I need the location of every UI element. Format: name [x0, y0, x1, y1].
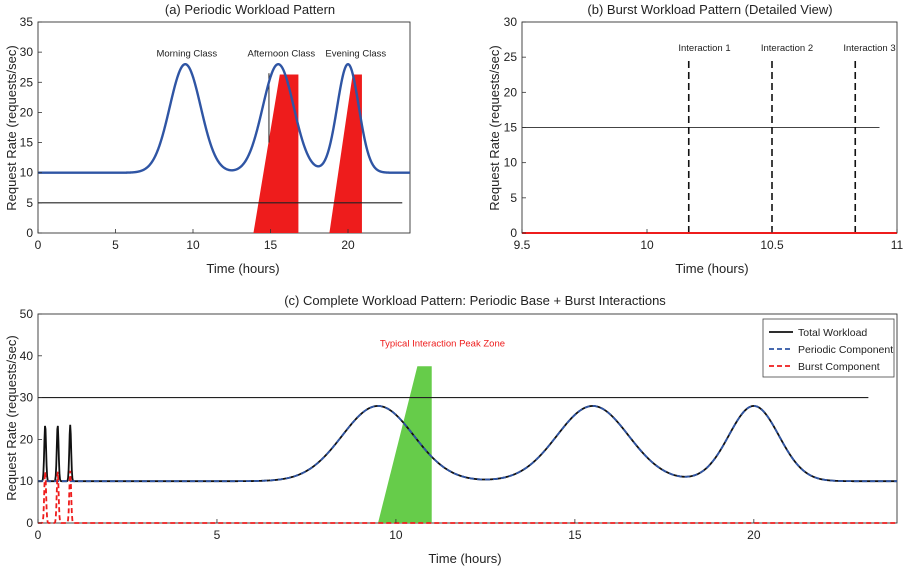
panel-c-ytick-label-0: 0 [26, 516, 33, 530]
panel-b: (b) Burst Workload Pattern (Detailed Vie… [487, 2, 904, 276]
panel-a-xtick-label-1: 5 [112, 238, 119, 252]
panel-b-xtick-label-3: 11 [891, 238, 904, 252]
panel-a-xtick-label-0: 0 [35, 238, 42, 252]
panel-b-ytick-label-4: 20 [504, 85, 518, 99]
panel-a-shaded-region-1 [329, 74, 362, 233]
panel-a-title: (a) Periodic Workload Pattern [165, 2, 335, 17]
panel-c-annotation-0: Typical Interaction Peak Zone [380, 339, 505, 350]
panel-a-xtick-label-3: 15 [264, 238, 278, 252]
panel-c-xtick-label-4: 20 [747, 528, 761, 542]
panel-a-ytick-label-0: 0 [26, 226, 33, 240]
panel-a-plot-area: 0 5 10 15 20 0 5 10 15 20 25 30 35 Morning Class After… [20, 15, 411, 252]
panel-b-xlabel: Time (hours) [675, 261, 748, 276]
panel-a-ytick-label-2: 10 [20, 166, 34, 180]
panel-b-ytick-label-5: 25 [504, 50, 518, 64]
panel-c-plot-area: 0 5 10 15 20 0 10 20 30 40 50 Typical Interaction P… [20, 307, 898, 542]
panel-a-ytick-label-7: 35 [20, 15, 34, 29]
panel-a-annotation-2: Evening Class [325, 48, 386, 59]
panel-c-xtick-label-2: 10 [389, 528, 403, 542]
panel-c-xtick-label-3: 15 [568, 528, 582, 542]
panel-b-ylabel: Request Rate (requests/sec) [487, 45, 502, 210]
panel-a-xtick-label-4: 20 [341, 238, 355, 252]
panel-a-annotation-1: Afternoon Class [248, 48, 316, 59]
panel-b-xtick-label-2: 10.5 [760, 238, 784, 252]
panel-c-xlabel: Time (hours) [428, 551, 501, 566]
panel-c-ytick-label-2: 20 [20, 432, 34, 446]
panel-c-ytick-label-5: 50 [20, 307, 34, 321]
panel-a-ytick-label-4: 20 [20, 105, 34, 119]
panel-c-xtick-label-1: 5 [214, 528, 221, 542]
legend-label-1: Periodic Component [798, 344, 893, 356]
panel-a-series-0 [38, 62, 410, 174]
panel-b-annotation-2: Interaction 3 [843, 43, 895, 54]
panel-a-frame [37, 21, 411, 234]
panel-c-series-2 [38, 470, 897, 524]
legend-label-0: Total Workload [798, 327, 867, 339]
panel-b-ytick-label-3: 15 [504, 121, 518, 135]
panel-c-ylabel: Request Rate (requests/sec) [4, 335, 19, 500]
panel-b-annotation-0: Interaction 1 [678, 43, 730, 54]
panel-b-ytick-label-6: 30 [504, 15, 518, 29]
panel-a-ytick-label-3: 15 [20, 136, 34, 150]
legend-box [762, 318, 895, 378]
panel-c-series-0 [38, 405, 897, 483]
panel-a-ytick-label-1: 5 [26, 196, 33, 210]
panel-a-ylabel: Request Rate (requests/sec) [4, 45, 19, 210]
legend-label-2: Burst Component [798, 361, 880, 373]
panel-c-title: (c) Complete Workload Pattern: Periodic … [284, 293, 666, 308]
panel-b-ytick-label-0: 0 [510, 226, 517, 240]
panel-c-ytick-label-4: 40 [20, 349, 34, 363]
panel-a-shaded-region-0 [253, 74, 299, 233]
panel-c-legend: Total Workload Periodic Component Burst Co… [762, 318, 895, 378]
panel-a-annotation-0: Morning Class [156, 48, 217, 59]
panel-a-xlabel: Time (hours) [206, 261, 279, 276]
panel-a-ytick-label-6: 30 [20, 45, 34, 59]
panel-b-xtick-label-1: 10 [640, 238, 654, 252]
panel-a-xtick-label-2: 10 [186, 238, 200, 252]
panel-c-xtick-label-0: 0 [35, 528, 42, 542]
panel-b-ytick-label-1: 5 [510, 191, 517, 205]
panel-c-shaded-region-0 [378, 366, 432, 523]
panel-c: (c) Complete Workload Pattern: Periodic … [4, 293, 898, 566]
panel-a: (a) Periodic Workload Pattern Time (hour… [4, 2, 411, 276]
panel-c-ytick-label-1: 10 [20, 474, 34, 488]
panel-b-plot-area: 9.5 10 10.5 11 0 5 10 15 20 25 30 Interaction 1 Inte… [504, 15, 904, 252]
panel-b-annotation-1: Interaction 2 [761, 43, 813, 54]
panel-b-title: (b) Burst Workload Pattern (Detailed Vie… [587, 2, 832, 17]
panel-a-ytick-label-5: 25 [20, 75, 34, 89]
panel-c-ytick-label-3: 30 [20, 391, 34, 405]
panel-b-xtick-label-0: 9.5 [514, 238, 531, 252]
panel-b-ytick-label-2: 10 [504, 156, 518, 170]
